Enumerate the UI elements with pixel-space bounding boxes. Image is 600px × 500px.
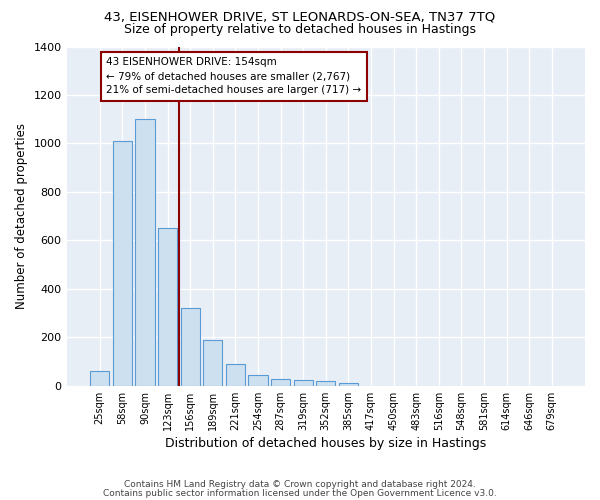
Bar xyxy=(158,228,177,386)
Y-axis label: Number of detached properties: Number of detached properties xyxy=(15,123,28,309)
Text: Contains HM Land Registry data © Crown copyright and database right 2024.: Contains HM Land Registry data © Crown c… xyxy=(124,480,476,489)
Bar xyxy=(339,384,358,386)
Bar xyxy=(271,378,290,386)
X-axis label: Distribution of detached houses by size in Hastings: Distribution of detached houses by size … xyxy=(165,437,487,450)
Text: Contains public sector information licensed under the Open Government Licence v3: Contains public sector information licen… xyxy=(103,490,497,498)
Bar xyxy=(113,141,132,386)
Bar xyxy=(226,364,245,386)
Bar xyxy=(90,372,109,386)
Text: 43, EISENHOWER DRIVE, ST LEONARDS-ON-SEA, TN37 7TQ: 43, EISENHOWER DRIVE, ST LEONARDS-ON-SEA… xyxy=(104,10,496,23)
Text: Size of property relative to detached houses in Hastings: Size of property relative to detached ho… xyxy=(124,22,476,36)
Bar xyxy=(316,381,335,386)
Bar xyxy=(136,119,155,386)
Bar xyxy=(248,375,268,386)
Bar xyxy=(181,308,200,386)
Bar xyxy=(203,340,223,386)
Text: 43 EISENHOWER DRIVE: 154sqm
← 79% of detached houses are smaller (2,767)
21% of : 43 EISENHOWER DRIVE: 154sqm ← 79% of det… xyxy=(106,58,362,96)
Bar xyxy=(293,380,313,386)
